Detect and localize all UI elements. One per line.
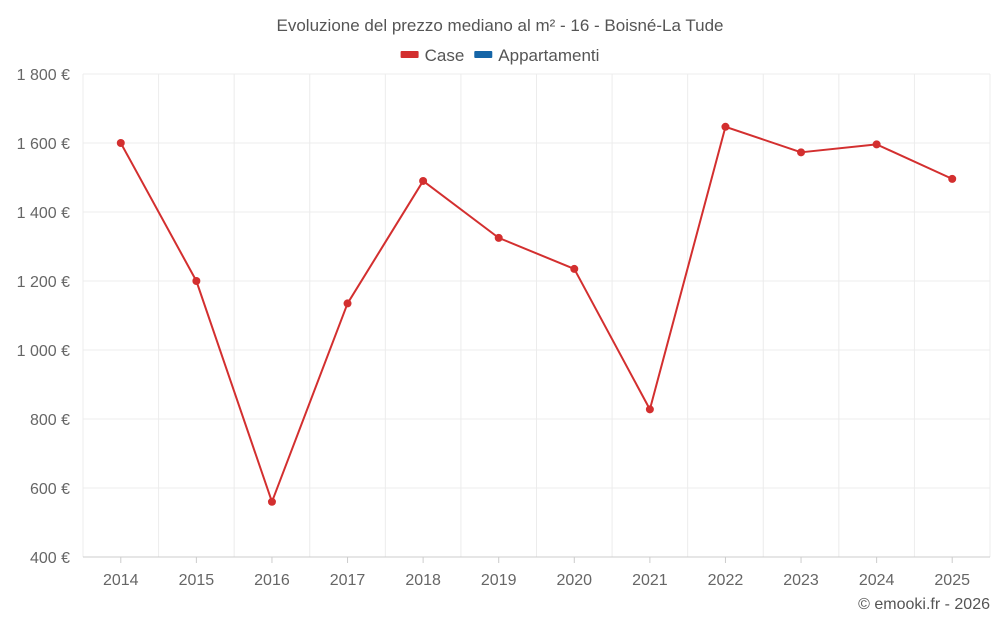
- legend-item-case[interactable]: Case: [400, 46, 465, 65]
- data-point[interactable]: [419, 176, 428, 185]
- data-point[interactable]: [192, 277, 201, 285]
- y-tick-label: 1 400 €: [17, 205, 70, 222]
- data-point[interactable]: [721, 122, 730, 131]
- legend-label: Case: [425, 46, 465, 65]
- y-tick-label: 400 €: [30, 550, 70, 567]
- data-point[interactable]: [797, 148, 806, 157]
- data-point[interactable]: [645, 405, 654, 414]
- x-tick-label: 2018: [405, 572, 441, 589]
- x-tick-label: 2021: [632, 572, 668, 589]
- x-tick-label: 2017: [330, 572, 366, 589]
- series-layer: [116, 122, 957, 506]
- data-point[interactable]: [343, 299, 352, 308]
- x-tick-label: 2020: [556, 572, 592, 589]
- credit-text: © emooki.fr - 2026: [858, 596, 990, 613]
- y-tick-label: 800 €: [30, 412, 70, 429]
- x-tick-label: 2016: [254, 572, 290, 589]
- y-tick-label: 600 €: [30, 481, 70, 498]
- legend-label: Appartamenti: [498, 46, 599, 65]
- x-axis: 2014 2015 2016 2017 2018 2019 2020 2021 2022 2023…: [83, 556, 990, 589]
- legend-swatch: [400, 51, 419, 58]
- legend[interactable]: Case Appartamenti: [400, 46, 600, 65]
- data-point[interactable]: [267, 497, 276, 506]
- data-point[interactable]: [494, 233, 503, 242]
- x-tick-label: 2015: [179, 572, 215, 589]
- legend-item-appartamenti[interactable]: Appartamenti: [474, 46, 599, 65]
- y-tick-label: 1 000 €: [17, 343, 70, 360]
- data-point[interactable]: [570, 264, 579, 273]
- x-tick-label: 2025: [934, 572, 970, 589]
- x-tick-label: 2023: [783, 572, 819, 589]
- x-tick-label: 2024: [859, 572, 895, 589]
- data-point[interactable]: [872, 140, 881, 149]
- data-point[interactable]: [116, 139, 125, 147]
- y-axis: 400 € 600 € 800 € 1 000 € 1 200 € 1 400 € 1 60…: [17, 67, 70, 567]
- legend-swatch: [474, 51, 493, 58]
- y-tick-label: 1 200 €: [17, 274, 70, 291]
- grid: [82, 73, 991, 558]
- data-point[interactable]: [948, 174, 957, 183]
- y-tick-label: 1 600 €: [17, 136, 70, 153]
- x-tick-label: 2014: [103, 572, 139, 589]
- x-tick-label: 2022: [708, 572, 744, 589]
- chart-title: Evoluzione del prezzo mediano al m² - 16…: [277, 16, 724, 35]
- x-tick-label: 2019: [481, 572, 517, 589]
- y-tick-label: 1 800 €: [17, 67, 70, 84]
- series-line-case: [119, 125, 953, 503]
